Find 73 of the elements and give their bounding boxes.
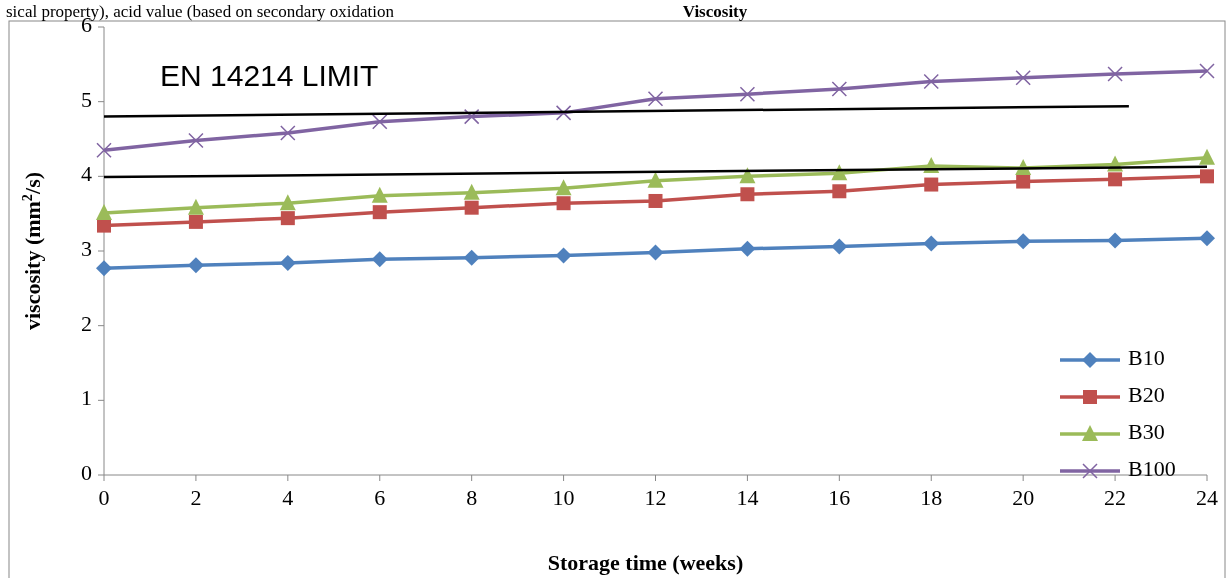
point <box>1199 148 1215 165</box>
point <box>188 214 203 229</box>
point <box>279 254 296 271</box>
point <box>280 211 295 226</box>
x-tick-label: 12 <box>644 485 667 510</box>
x-tick-label: 22 <box>1104 485 1127 510</box>
point <box>556 196 571 211</box>
point <box>1107 66 1123 82</box>
y-tick-label: 1 <box>81 385 92 411</box>
x-tick-label: 2 <box>190 485 202 510</box>
point <box>739 240 756 257</box>
point <box>832 184 847 199</box>
point <box>463 108 480 125</box>
point <box>371 251 388 268</box>
legend-label: B20 <box>1128 382 1165 408</box>
point <box>647 244 664 261</box>
x-tick-label: 6 <box>374 485 386 510</box>
point <box>371 186 388 203</box>
point <box>279 194 296 211</box>
y-tick-label: 5 <box>81 86 92 112</box>
point <box>1107 232 1124 249</box>
point <box>831 238 848 255</box>
point <box>96 260 112 277</box>
legend-label: B10 <box>1128 345 1165 371</box>
point <box>924 177 939 192</box>
point <box>739 86 756 102</box>
point <box>1199 63 1215 79</box>
point <box>831 81 848 97</box>
point <box>1015 233 1032 250</box>
point <box>464 200 479 215</box>
y-tick-label: 2 <box>81 310 92 336</box>
point <box>1200 169 1214 184</box>
x-tick-label: 4 <box>282 485 294 510</box>
point <box>1108 172 1123 187</box>
point <box>372 114 388 130</box>
y-tick-label: 0 <box>81 460 92 486</box>
point <box>1199 230 1215 247</box>
point <box>188 132 204 149</box>
x-tick-label: 16 <box>828 485 851 510</box>
point <box>555 105 572 121</box>
x-tick-label: 10 <box>552 485 575 510</box>
point <box>647 90 664 107</box>
point <box>97 218 111 233</box>
point <box>923 73 939 90</box>
point <box>463 183 480 200</box>
point <box>1016 174 1031 189</box>
point <box>555 179 572 196</box>
x-tick-label: 24 <box>1196 485 1218 510</box>
point <box>555 247 572 264</box>
x-tick-label: 18 <box>920 485 943 510</box>
point <box>187 257 204 274</box>
legend-label: B30 <box>1128 419 1165 445</box>
point <box>96 142 112 158</box>
point <box>187 198 204 215</box>
point <box>740 187 755 202</box>
point <box>923 235 940 252</box>
x-tick-label: 20 <box>1012 485 1035 510</box>
annotation: EN 14214 LIMIT <box>160 59 379 92</box>
point <box>96 203 112 220</box>
x-tick-label: 0 <box>98 485 110 510</box>
point <box>647 171 664 188</box>
x-axis-title: Storage time (weeks) <box>547 550 744 575</box>
x-tick-label: 8 <box>466 485 478 510</box>
y-tick-label: 4 <box>81 161 92 187</box>
point <box>372 205 387 220</box>
point <box>463 249 480 266</box>
y-tick-label: 3 <box>81 236 92 262</box>
point <box>280 125 296 141</box>
legend-label: B100 <box>1128 456 1176 482</box>
chart-title: Viscosity <box>682 2 748 21</box>
point <box>1015 70 1031 86</box>
point <box>648 193 663 208</box>
x-tick-label: 14 <box>736 485 759 510</box>
